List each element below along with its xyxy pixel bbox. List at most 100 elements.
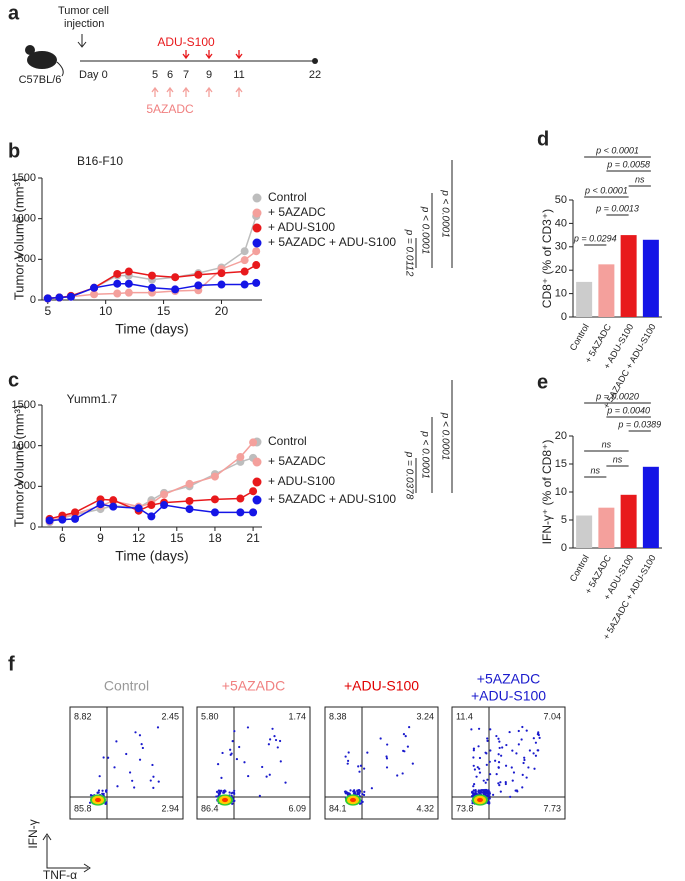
data-point (210, 495, 219, 504)
event-dot (115, 740, 118, 743)
x-tick-label: 21 (246, 531, 260, 545)
data-point (185, 505, 194, 514)
event-dot (152, 775, 155, 778)
treatment-arrow (205, 50, 213, 60)
treatment-arrow (235, 86, 243, 97)
event-dot (215, 790, 219, 793)
x-tick-label: 20 (215, 304, 229, 318)
event-dot (517, 729, 520, 733)
event-dot (231, 740, 234, 743)
treatment-arrow (235, 50, 243, 60)
event-dot (533, 767, 536, 770)
y-tick-label: 20 (555, 264, 567, 276)
data-point (210, 508, 219, 517)
data-point (217, 269, 226, 278)
data-point (240, 267, 249, 276)
data-point (185, 496, 194, 505)
event-dot (221, 751, 224, 755)
quadrant-value: 8.38 (329, 711, 347, 721)
flow-plot (69, 706, 184, 820)
y-tick-label: 15 (555, 458, 567, 470)
event-dot (218, 789, 221, 792)
data-point (90, 283, 99, 292)
data-point (90, 290, 99, 299)
event-dot (477, 727, 481, 730)
event-dot (157, 780, 160, 783)
event-dot (411, 762, 414, 765)
data-point (147, 501, 156, 510)
x-axis-label: Time (days) (115, 321, 188, 337)
legend-label: + 5AZADC (268, 205, 326, 219)
data-point (217, 280, 226, 289)
day-label: 5 (152, 69, 158, 81)
day-label: 11 (233, 69, 244, 81)
event-dot (247, 774, 250, 778)
treatment-arrow (151, 86, 159, 97)
event-dot (357, 765, 360, 768)
treatment-arrow (205, 86, 213, 97)
quadrant-value: 73.8 (456, 803, 474, 813)
legend-marker (252, 223, 262, 233)
event-dot (486, 739, 489, 742)
flow-title: +ADU-S100 (344, 678, 419, 694)
event-dot (473, 783, 476, 786)
y-axis-label: Tumor Volume (mm³) (11, 405, 26, 527)
event-dot (472, 749, 475, 752)
event-dot (356, 791, 360, 794)
quadrant-value: 7.73 (543, 803, 561, 813)
significance-label: p = 0.0112 (403, 229, 414, 277)
panel-letter: f (8, 653, 15, 675)
significance-label: p = 0.0294 (573, 233, 617, 243)
event-dot (345, 791, 348, 794)
event-dot (504, 782, 507, 786)
data-point (236, 508, 245, 517)
data-point (113, 289, 122, 298)
density-core (222, 797, 228, 803)
event-dot (534, 741, 538, 744)
event-dot (532, 752, 535, 755)
data-point (252, 247, 261, 256)
event-dot (495, 773, 498, 776)
legend-label: + 5AZADC + ADU-S100 (268, 235, 396, 249)
event-dot (501, 746, 504, 749)
event-dot (131, 779, 134, 782)
event-dot (267, 743, 270, 746)
data-point (171, 273, 180, 282)
legend-label: + 5AZADC + ADU-S100 (268, 492, 396, 506)
quadrant-value: 7.04 (543, 711, 561, 721)
event-dot (406, 745, 409, 748)
data-point (124, 279, 133, 288)
data-point (171, 285, 180, 294)
event-dot (116, 785, 119, 788)
event-dot (484, 790, 487, 794)
event-dot (273, 735, 276, 738)
day0-label: Day 0 (79, 69, 108, 81)
event-dot (102, 756, 105, 759)
event-dot (379, 737, 382, 740)
event-dot (230, 752, 233, 755)
mouse-icon (25, 45, 64, 77)
event-dot (229, 748, 232, 751)
y-tick-label: 10 (555, 288, 567, 300)
x-tick-label: 10 (99, 304, 113, 318)
data-point (252, 278, 261, 287)
flow-title: +5AZADC (222, 678, 285, 694)
density-core (95, 797, 101, 803)
event-dot (498, 784, 501, 787)
data-point (194, 281, 203, 290)
event-dot (265, 775, 268, 778)
significance-label: p = 0.0040 (606, 405, 650, 415)
event-dot (363, 767, 366, 770)
event-dot (274, 738, 278, 742)
chart-title: Yumm1.7 (67, 392, 118, 406)
flow-title: +5AZADC (477, 671, 540, 687)
y-tick-label: 500 (18, 253, 36, 265)
event-dot (512, 771, 516, 774)
significance-label: p = 0.0058 (606, 159, 650, 169)
quadrant-value: 5.80 (201, 711, 219, 721)
significance-label: p = 0.0013 (595, 203, 639, 213)
y-axis-label: Tumor Volume (mm³) (11, 178, 26, 300)
event-dot (222, 791, 225, 794)
event-dot (487, 789, 490, 792)
event-dot (218, 793, 221, 796)
